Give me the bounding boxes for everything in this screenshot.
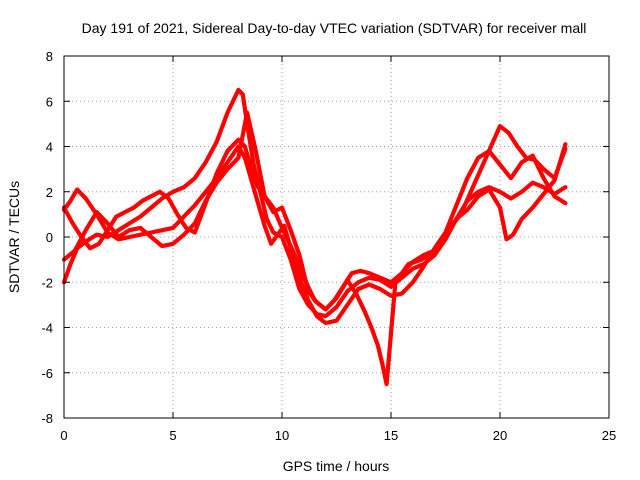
series-track-4 <box>61 110 568 312</box>
y-axis-label: SDTVAR / TECUs <box>6 181 22 293</box>
y-tick-label: 4 <box>46 140 53 155</box>
y-tick-label: 2 <box>46 185 53 200</box>
grid-lines <box>64 56 609 418</box>
x-tick-label: 15 <box>384 428 398 443</box>
plot-area <box>61 87 568 387</box>
axis-ticks: 0 5 10 15 20 25 -8 -6 -4 -2 0 2 4 6 8 <box>41 49 616 443</box>
y-tick-label: 0 <box>46 230 53 245</box>
x-tick-label: 0 <box>60 428 67 443</box>
chart-title: Day 191 of 2021, Sidereal Day-to-day VTE… <box>82 20 587 36</box>
y-tick-label: -8 <box>41 411 53 426</box>
series-track-3 <box>61 123 568 387</box>
x-axis-label: GPS time / hours <box>283 458 390 474</box>
y-tick-label: -6 <box>41 366 53 381</box>
y-tick-label: 6 <box>46 94 53 109</box>
x-tick-label: 5 <box>169 428 176 443</box>
series-track-1 <box>61 87 568 319</box>
x-tick-label: 25 <box>602 428 616 443</box>
y-tick-label: -4 <box>41 321 53 336</box>
y-tick-label: -2 <box>41 275 53 290</box>
x-tick-label: 10 <box>275 428 289 443</box>
y-tick-label: 8 <box>46 49 53 64</box>
x-tick-label: 20 <box>493 428 507 443</box>
